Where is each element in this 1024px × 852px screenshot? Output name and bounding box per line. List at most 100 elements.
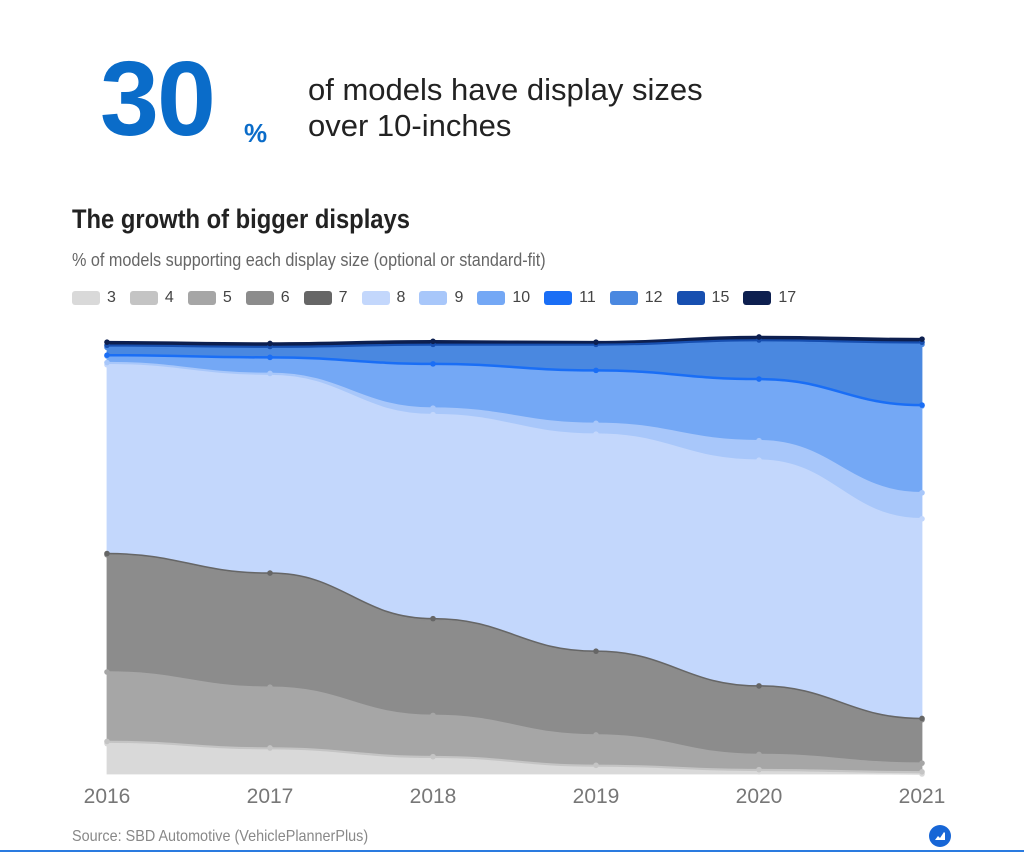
legend-swatch: [129, 291, 158, 305]
x-tick-label: 2019: [573, 785, 620, 808]
legend-item-3[interactable]: 3: [72, 289, 116, 307]
highlight-unit: %: [244, 118, 268, 148]
legend-item-8[interactable]: 8: [361, 289, 405, 307]
data-point-7-2020[interactable]: [756, 683, 762, 689]
data-point-9-2018[interactable]: [430, 405, 436, 411]
series-line-9: [106, 361, 923, 494]
data-point-9-2020[interactable]: [756, 437, 762, 444]
legend-swatch: [676, 291, 705, 305]
chart-glyph-icon: [935, 832, 945, 840]
data-point-8-2020[interactable]: [756, 457, 762, 464]
data-point-17-2019[interactable]: [593, 339, 599, 345]
highlight-text: of models have display sizes over 10-inc…: [308, 72, 703, 143]
legend-item-11[interactable]: 11: [544, 289, 596, 307]
series-line-12: [106, 341, 923, 350]
series-line-15: [106, 339, 923, 348]
data-point-11-2016[interactable]: [104, 352, 110, 358]
legend-label: 4: [164, 289, 174, 306]
legend-swatch: [72, 291, 100, 305]
data-point-5-2019[interactable]: [593, 732, 599, 738]
data-point-17-2020[interactable]: [756, 334, 762, 340]
data-point-11-2020[interactable]: [756, 376, 762, 382]
x-tick-label: 2016: [84, 785, 131, 808]
data-point-9-2016[interactable]: [104, 359, 110, 366]
series-line-17: [106, 335, 923, 345]
series-line-3: [106, 742, 923, 775]
legend-item-6[interactable]: 6: [245, 289, 290, 307]
data-point-7-2018[interactable]: [430, 615, 436, 622]
legend-label: 17: [778, 289, 797, 306]
chart-subtitle: % of models supporting each display size…: [72, 250, 546, 270]
data-point-5-2018[interactable]: [430, 712, 436, 719]
legend-swatch: [419, 291, 448, 305]
data-point-4-2020[interactable]: [756, 766, 762, 773]
data-point-5-2016[interactable]: [104, 669, 110, 675]
series-line-5: [106, 671, 923, 764]
series-line-8: [106, 363, 923, 520]
legend-label: 3: [107, 289, 116, 306]
legend-item-7[interactable]: 7: [303, 289, 348, 307]
series-markers: [104, 334, 925, 777]
data-point-9-2017[interactable]: [267, 370, 273, 377]
data-point-17-2021[interactable]: [919, 336, 925, 342]
data-point-11-2019[interactable]: [593, 367, 599, 374]
legend-item-5[interactable]: 5: [187, 289, 232, 307]
legend-label: 10: [512, 289, 531, 306]
data-point-11-2018[interactable]: [430, 361, 436, 367]
x-tick-label: 2018: [410, 785, 457, 808]
legend-swatch: [187, 291, 216, 305]
x-tick-label: 2021: [899, 785, 946, 808]
data-point-17-2018[interactable]: [430, 338, 436, 345]
legend-label: 6: [280, 289, 290, 306]
legend-label: 7: [338, 289, 348, 306]
data-point-8-2019[interactable]: [593, 431, 599, 437]
legend-item-4[interactable]: 4: [129, 289, 174, 307]
series-line-4: [106, 740, 923, 773]
data-point-5-2020[interactable]: [756, 751, 762, 758]
data-point-7-2016[interactable]: [104, 550, 110, 557]
highlight-number: 30: [100, 40, 216, 158]
data-point-7-2019[interactable]: [593, 648, 599, 654]
data-point-8-2021[interactable]: [919, 516, 925, 522]
data-point-9-2019[interactable]: [593, 420, 599, 427]
data-point-17-2017[interactable]: [267, 340, 273, 347]
data-point-11-2021[interactable]: [919, 402, 925, 408]
chart-logo-icon[interactable]: [929, 825, 951, 847]
series-line-6: [106, 554, 923, 721]
data-point-5-2017[interactable]: [267, 684, 273, 690]
data-point-8-2018[interactable]: [430, 411, 436, 418]
data-point-4-2019[interactable]: [593, 762, 599, 769]
legend-swatch: [609, 291, 638, 305]
bottom-rule: [0, 850, 1024, 852]
data-point-4-2016[interactable]: [104, 738, 110, 745]
legend-swatch: [544, 291, 573, 305]
legend-item-15[interactable]: 15: [676, 289, 729, 307]
data-point-17-2016[interactable]: [104, 339, 110, 345]
legend-item-10[interactable]: 10: [477, 289, 530, 307]
legend-label: 12: [644, 289, 663, 306]
legend-item-12[interactable]: 12: [609, 289, 663, 307]
data-point-11-2017[interactable]: [267, 354, 273, 361]
data-point-7-2017[interactable]: [267, 570, 273, 576]
chart-title: The growth of bigger displays: [72, 204, 410, 234]
chart-legend: 3 4 5 6 7 8 9 10 11 12 15 17: [72, 288, 796, 308]
series-line-7: [106, 552, 923, 720]
legend-swatch: [477, 291, 506, 305]
x-tick-label: 2020: [736, 785, 783, 808]
data-point-7-2021[interactable]: [919, 715, 925, 722]
data-point-9-2021[interactable]: [919, 489, 925, 496]
legend-swatch: [361, 291, 390, 305]
data-point-5-2021[interactable]: [919, 760, 925, 766]
legend-item-9[interactable]: 9: [419, 289, 463, 307]
legend-swatch: [245, 291, 274, 305]
data-point-4-2021[interactable]: [919, 769, 925, 775]
data-point-4-2018[interactable]: [430, 753, 436, 760]
series-line-11: [106, 353, 923, 407]
legend-label: 5: [222, 289, 232, 306]
x-tick-label: 2017: [247, 785, 294, 808]
legend-swatch: [303, 291, 332, 305]
data-point-4-2017[interactable]: [267, 745, 273, 751]
legend-item-17[interactable]: 17: [743, 289, 796, 307]
legend-swatch: [743, 291, 772, 305]
